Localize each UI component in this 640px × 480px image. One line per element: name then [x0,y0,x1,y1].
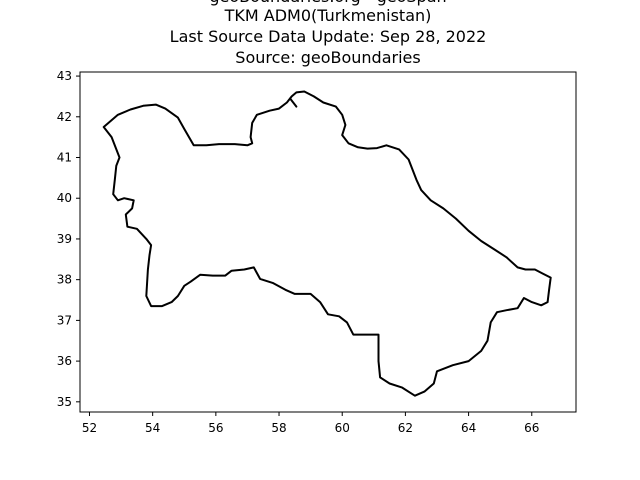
x-tick-label: 62 [398,421,413,435]
title-line-1: geoBoundaries.org - geoSpan [209,0,446,6]
x-tick-label: 58 [271,421,286,435]
x-tick-label: 60 [335,421,350,435]
x-tick-label: 66 [524,421,539,435]
y-tick-label: 41 [57,151,72,165]
x-tick-label: 56 [208,421,223,435]
y-tick-label: 39 [57,232,72,246]
x-axis: 52 54 56 58 60 62 64 66 [82,412,539,435]
chart-title: geoBoundaries.org - geoSpan TKM ADM0(Tur… [170,0,487,67]
x-tick-label: 54 [145,421,160,435]
y-tick-label: 43 [57,69,72,83]
country-boundary [102,90,552,397]
y-tick-label: 37 [57,313,72,327]
boundary-inlet [289,97,298,108]
title-line-3: Last Source Data Update: Sep 28, 2022 [170,27,487,46]
y-tick-label: 38 [57,273,72,287]
title-line-2: TKM ADM0(Turkmenistan) [224,6,432,25]
y-tick-label: 36 [57,354,72,368]
y-tick-label: 42 [57,110,72,124]
y-tick-label: 40 [57,191,72,205]
title-line-4: Source: geoBoundaries [235,48,420,67]
y-tick-label: 35 [57,395,72,409]
plot-area-frame [79,71,577,413]
x-tick-label: 64 [461,421,476,435]
x-tick-label: 52 [82,421,97,435]
y-axis: 35 36 37 38 39 40 41 42 43 [57,69,80,409]
